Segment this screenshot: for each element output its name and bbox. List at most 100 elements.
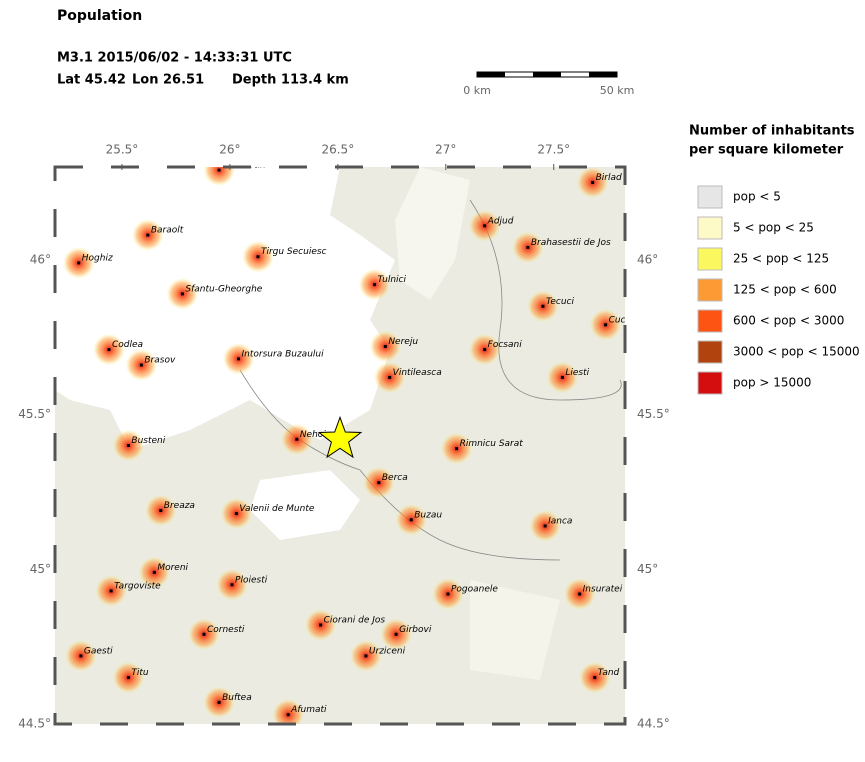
legend-swatch xyxy=(697,371,723,395)
legend-swatch xyxy=(697,247,723,271)
city-marker xyxy=(79,654,83,658)
city-marker xyxy=(364,654,368,658)
lon-tick-label: 27° xyxy=(435,143,456,157)
event-time: M3.1 2015/06/02 - 14:33:31 UTC xyxy=(57,51,292,66)
city-marker xyxy=(483,348,487,352)
city-marker xyxy=(543,524,547,528)
city-label: Titu xyxy=(131,668,149,678)
city-label: Ploiesti xyxy=(235,575,268,585)
city-label: Nehoiu xyxy=(300,430,332,440)
city-marker xyxy=(126,444,130,447)
legend-label: 3000 < pop < 15000 xyxy=(733,345,860,359)
city-marker xyxy=(394,632,398,636)
city-label: Liesti xyxy=(565,368,589,378)
legend-swatch xyxy=(697,340,723,364)
legend-label: pop < 5 xyxy=(733,190,781,204)
city-label: Nereju xyxy=(388,337,418,347)
city-label: Tulnici xyxy=(378,275,407,285)
map-frame xyxy=(53,165,627,726)
city-marker xyxy=(319,623,323,627)
legend-label: 125 < pop < 600 xyxy=(733,283,837,297)
city-marker xyxy=(107,348,111,352)
city-label: Busteni xyxy=(131,436,165,446)
city-label: Afumati xyxy=(290,705,327,715)
city-marker xyxy=(383,344,387,348)
city-label: Insuratei xyxy=(583,585,623,595)
city-marker xyxy=(604,323,608,327)
city-marker xyxy=(541,304,545,308)
city-label: Cuc xyxy=(609,315,626,325)
urban-area xyxy=(272,698,305,724)
city-marker xyxy=(578,592,582,596)
city-marker xyxy=(139,363,143,367)
city-marker xyxy=(593,676,597,680)
map-layer: Sinmartin Baraolt Hoghiz Tirgu Secuiesc Sfan… xyxy=(62,161,626,724)
city-marker xyxy=(409,518,413,522)
city-label: Birlad xyxy=(596,173,622,183)
city-marker xyxy=(159,508,163,512)
city-marker xyxy=(152,570,156,574)
city-marker xyxy=(377,481,381,485)
lat-tick-label: 44.5° xyxy=(637,717,670,731)
legend-swatch xyxy=(697,185,723,209)
axes: 25.5° 26° 26.5° 27° 27.5° 46° 46° 45.5° 45.5° 45°… xyxy=(18,143,669,731)
city-label: Sinmartin xyxy=(222,161,266,171)
legend-swatch xyxy=(697,216,723,240)
city-label: Tecuci xyxy=(546,297,575,307)
event-lon: Lon 26.51 xyxy=(132,73,204,88)
city-marker xyxy=(109,589,113,593)
city-label: Brahasestii de Jos xyxy=(531,238,611,248)
city-label: Berca xyxy=(382,473,408,483)
city-marker xyxy=(202,632,206,636)
lat-tick-label: 46° xyxy=(30,252,51,266)
legend-label: pop > 15000 xyxy=(733,376,811,390)
city-label: Intorsura Buzaului xyxy=(242,349,325,359)
lat-tick-label: 45° xyxy=(637,562,658,576)
city-label: Baraolt xyxy=(151,226,184,236)
city-marker xyxy=(455,447,459,451)
city-marker xyxy=(591,180,595,184)
legend-title: Number of inhabitants xyxy=(689,124,855,139)
lat-tick-label: 45.5° xyxy=(637,407,670,421)
lon-tick-label: 27.5° xyxy=(537,143,570,157)
city-marker xyxy=(295,437,299,441)
city-label: Sfantu-Gheorghe xyxy=(185,284,262,294)
city-label: Adjud xyxy=(487,216,514,226)
city-marker xyxy=(126,676,130,680)
city-label: Pogoanele xyxy=(451,585,498,595)
city-label: Targoviste xyxy=(114,581,161,591)
city-label: Gaesti xyxy=(84,646,113,656)
lat-tick-label: 45° xyxy=(30,562,51,576)
scale-label: 50 km xyxy=(600,84,635,97)
city-label: Buzau xyxy=(414,510,442,520)
city-label: Valenii de Munte xyxy=(239,504,315,514)
city-marker xyxy=(483,224,487,228)
city-label: Focsani xyxy=(488,340,523,350)
lat-tick-label: 44.5° xyxy=(18,717,51,731)
lon-tick-label: 26° xyxy=(219,143,240,157)
city-marker xyxy=(77,261,81,265)
epicenter xyxy=(317,415,363,459)
city-label: Rimnicu Sarat xyxy=(460,439,524,449)
lon-tick-label: 25.5° xyxy=(106,143,139,157)
legend-label: 5 < pop < 25 xyxy=(733,221,814,235)
city-label: Moreni xyxy=(157,563,188,573)
lon-tick-label: 26.5° xyxy=(321,143,354,157)
city-label: Urziceni xyxy=(369,646,406,656)
city-marker xyxy=(373,283,377,287)
lat-tick-label: 46° xyxy=(637,252,658,266)
city-label: Breaza xyxy=(164,501,195,511)
scale-bar xyxy=(476,71,618,78)
legend-swatch xyxy=(697,309,723,333)
city-label: Hoghiz xyxy=(82,253,113,263)
city-marker xyxy=(234,512,238,516)
city-marker xyxy=(217,168,221,172)
city-label: Vintileasca xyxy=(393,368,442,378)
title: Population xyxy=(57,8,142,24)
city-label: Ianca xyxy=(548,516,572,526)
legend-swatch xyxy=(697,278,723,302)
urban-area xyxy=(203,167,236,187)
city-marker xyxy=(526,245,530,249)
city-marker xyxy=(286,713,290,717)
